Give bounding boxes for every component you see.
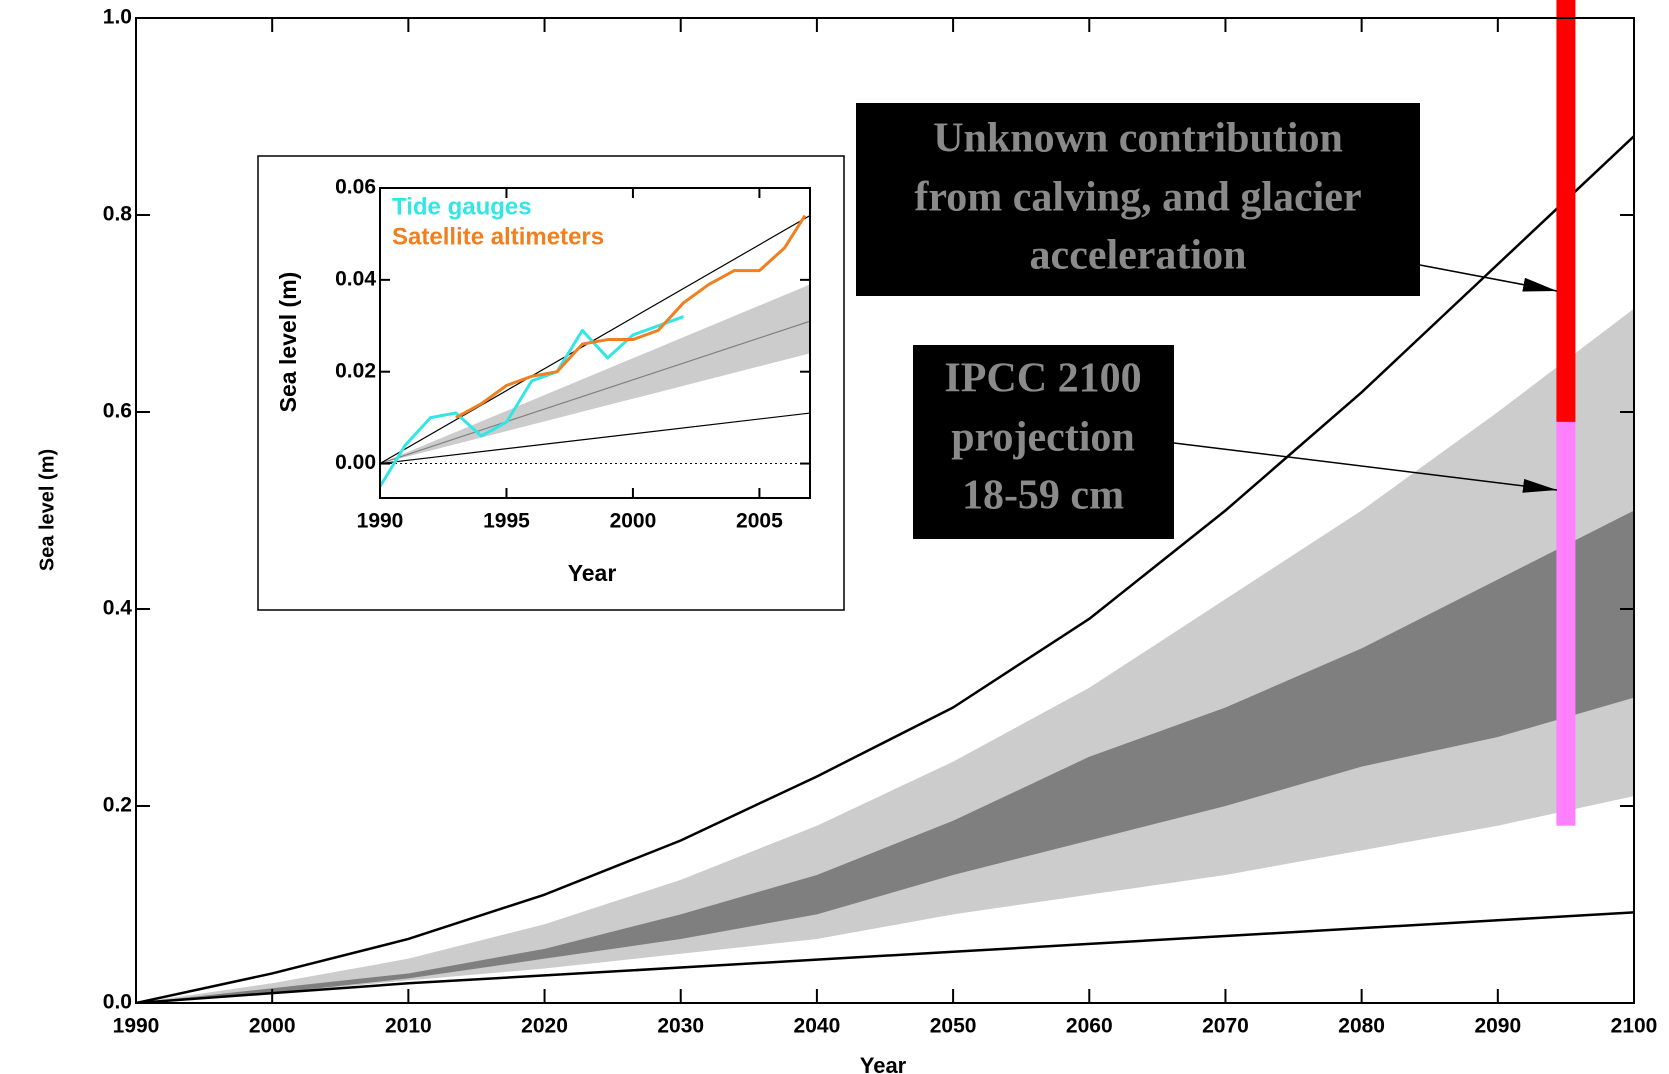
x-axis-label: Year bbox=[568, 560, 617, 586]
y-tick-label: 0.02 bbox=[335, 359, 376, 382]
x-tick-label: 2010 bbox=[385, 1015, 432, 1038]
x-tick-label: 2050 bbox=[930, 1015, 977, 1038]
x-tick-label: 1990 bbox=[113, 1015, 160, 1038]
y-axis-label: Sea level (m) bbox=[36, 449, 58, 571]
annotation-box bbox=[856, 103, 1420, 296]
y-tick-label: 1.0 bbox=[103, 6, 132, 29]
x-tick-label: 2020 bbox=[521, 1015, 568, 1038]
annotation-text: 18-59 cm bbox=[962, 473, 1124, 519]
x-tick-label: 1990 bbox=[357, 510, 404, 533]
x-tick-label: 2040 bbox=[794, 1015, 841, 1038]
x-tick-label: 2090 bbox=[1474, 1015, 1521, 1038]
x-tick-label: 1995 bbox=[483, 510, 530, 533]
series-line bbox=[380, 412, 810, 465]
main-chart: 1990 2000 2010 2020 2030 2040 2050 2060 2070 2080… bbox=[36, 0, 1657, 1074]
range-bar bbox=[1556, 0, 1576, 422]
plot-area bbox=[380, 214, 810, 488]
y-tick-label: 0.6 bbox=[103, 400, 132, 423]
series-line bbox=[136, 135, 1634, 1003]
series-line bbox=[380, 320, 810, 465]
band bbox=[136, 308, 1634, 1003]
series-line bbox=[380, 315, 685, 488]
x-tick-label: 2080 bbox=[1338, 1015, 1385, 1038]
y-tick-label: 0.0 bbox=[103, 991, 132, 1014]
band bbox=[136, 510, 1634, 1003]
annotation-text: from calving, and glacier bbox=[914, 175, 1361, 221]
annotation-arrow bbox=[1419, 264, 1558, 292]
range-bar bbox=[1556, 421, 1576, 826]
band bbox=[380, 284, 810, 464]
series-line bbox=[380, 215, 810, 465]
legend-entry: Satellite altimeters bbox=[392, 223, 604, 250]
annotation-text: IPCC 2100 bbox=[944, 356, 1141, 402]
annotation-text: acceleration bbox=[1030, 233, 1247, 279]
annotation-text: projection bbox=[951, 415, 1135, 461]
annotation-arrow bbox=[1173, 442, 1558, 493]
y-axis-label: Sea level (m) bbox=[275, 272, 301, 413]
y-tick-label: 0.06 bbox=[335, 176, 376, 199]
axes-frame bbox=[379, 187, 811, 499]
axes-frame bbox=[135, 17, 1635, 1004]
x-axis-label: Year bbox=[860, 1053, 907, 1074]
x-tick-label: 2070 bbox=[1202, 1015, 1249, 1038]
series-line bbox=[136, 911, 1634, 1003]
inset-chart: 1990 1995 2000 2005 0.00 0.02 0.04 0.06 Year Sea … bbox=[257, 155, 845, 611]
y-tick-label: 0.04 bbox=[335, 267, 376, 290]
annotation-text: Unknown contribution bbox=[933, 116, 1343, 162]
y-tick-label: 0.4 bbox=[103, 597, 133, 620]
annotation-box bbox=[913, 345, 1174, 539]
y-tick-label: 0.00 bbox=[335, 451, 376, 474]
inset-frame bbox=[257, 155, 845, 611]
y-tick-label: 0.2 bbox=[103, 794, 132, 817]
x-tick-label: 2030 bbox=[657, 1015, 704, 1038]
x-tick-label: 2005 bbox=[736, 510, 783, 533]
x-tick-label: 2000 bbox=[249, 1015, 296, 1038]
y-tick-label: 0.8 bbox=[103, 203, 133, 226]
series-line bbox=[455, 214, 807, 419]
x-tick-label: 2100 bbox=[1611, 1015, 1658, 1038]
x-tick-label: 2000 bbox=[610, 510, 657, 533]
legend-entry: Tide gauges bbox=[392, 193, 532, 220]
x-tick-label: 2060 bbox=[1066, 1015, 1113, 1038]
plot-area bbox=[136, 135, 1634, 1003]
